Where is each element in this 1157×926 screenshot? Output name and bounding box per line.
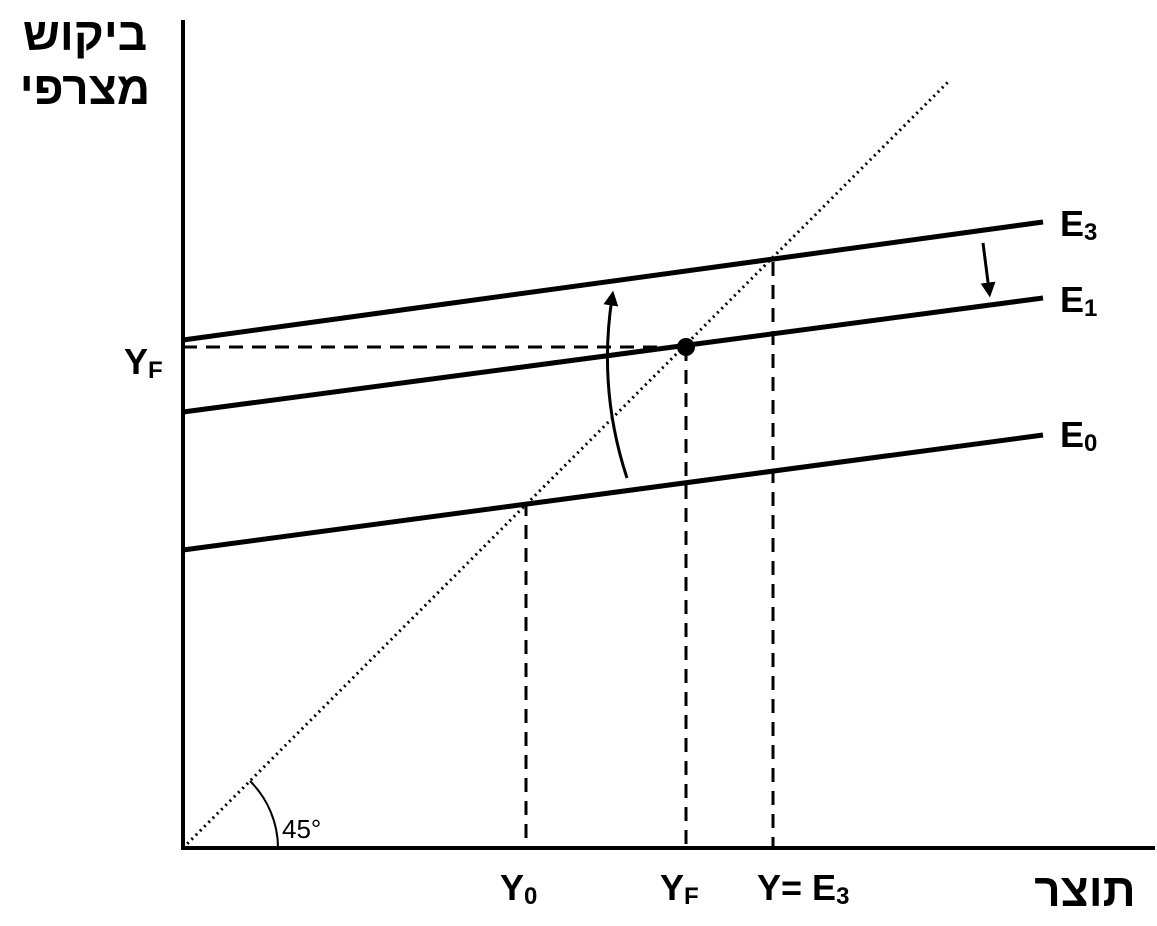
x-marker-label: Y0 xyxy=(500,867,537,910)
angle-arc xyxy=(249,780,279,849)
e0-line xyxy=(182,432,1044,553)
shift-arrow xyxy=(980,242,996,298)
y-axis-label: ביקוש xyxy=(23,8,147,60)
angle-label: 45° xyxy=(282,814,321,844)
line-label: E3 xyxy=(1060,203,1097,246)
line-label: E1 xyxy=(1060,279,1097,322)
diagonal-line xyxy=(181,78,952,850)
x-axis-label: תוצר xyxy=(1034,864,1135,916)
e1-line xyxy=(182,295,1044,415)
shift-arrow xyxy=(603,290,629,479)
equilibrium-point xyxy=(677,338,695,356)
line-label: E0 xyxy=(1060,414,1097,457)
y-marker-label: YF xyxy=(124,341,163,384)
x-marker-label: Y= E3 xyxy=(757,867,849,910)
e3-line xyxy=(182,219,1044,343)
y-axis-label: מצרפי xyxy=(20,62,150,114)
x-marker-label: YF xyxy=(660,867,699,910)
